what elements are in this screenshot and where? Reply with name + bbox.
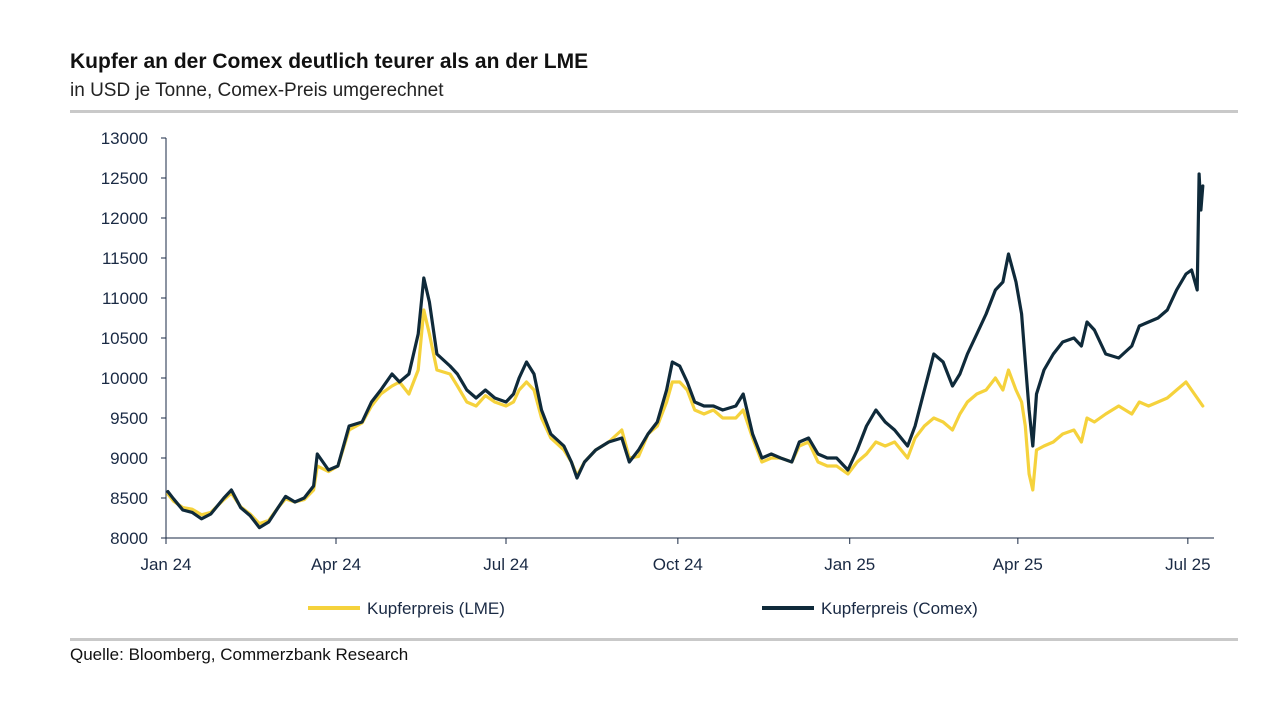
y-tick-label: 12500: [101, 169, 148, 188]
y-tick-label: 9500: [110, 409, 148, 428]
x-tick-label: Jul 25: [1165, 555, 1210, 574]
series-line-lme: [166, 308, 1205, 526]
y-tick-label: 11500: [102, 249, 148, 268]
y-tick-label: 12000: [101, 209, 148, 228]
source-note: Quelle: Bloomberg, Commerzbank Research: [70, 645, 409, 664]
y-tick-label: 8000: [110, 529, 148, 548]
series-layer: [166, 172, 1205, 530]
chart-subtitle: in USD je Tonne, Comex-Preis umgerechnet: [70, 80, 444, 101]
y-tick-label: 10000: [101, 369, 148, 388]
y-tick-label: 8500: [110, 489, 148, 508]
series-line-comex: [166, 172, 1205, 530]
chart-title: Kupfer an der Comex deutlich teurer als …: [70, 50, 589, 73]
legend-item-lme: Kupferpreis (LME): [308, 599, 505, 618]
x-tick-label: Apr 25: [993, 555, 1043, 574]
legend-label: Kupferpreis (LME): [367, 599, 505, 618]
y-tick-label: 9000: [110, 449, 148, 468]
legend-label: Kupferpreis (Comex): [821, 599, 978, 618]
y-tick-label: 11000: [102, 289, 148, 308]
top-divider: [70, 110, 1238, 113]
x-tick-label: Jul 24: [483, 555, 528, 574]
y-tick-label: 13000: [101, 129, 148, 148]
bottom-divider: [70, 638, 1238, 641]
y-axis: 8000 8500 9000 9500 10000 10500 11000 11500 1200…: [101, 129, 167, 548]
x-tick-label: Apr 24: [311, 555, 361, 574]
legend-item-comex: Kupferpreis (Comex): [762, 599, 978, 618]
x-axis: Jan 24 Apr 24 Jul 24 Oct 24 Jan 25 Apr 25 Jul …: [140, 537, 1214, 574]
x-tick-label: Jan 24: [140, 555, 191, 574]
legend: Kupferpreis (LME) Kupferpreis (Comex): [308, 599, 978, 618]
y-tick-label: 10500: [101, 329, 148, 348]
x-tick-label: Jan 25: [824, 555, 875, 574]
x-tick-label: Oct 24: [653, 555, 703, 574]
